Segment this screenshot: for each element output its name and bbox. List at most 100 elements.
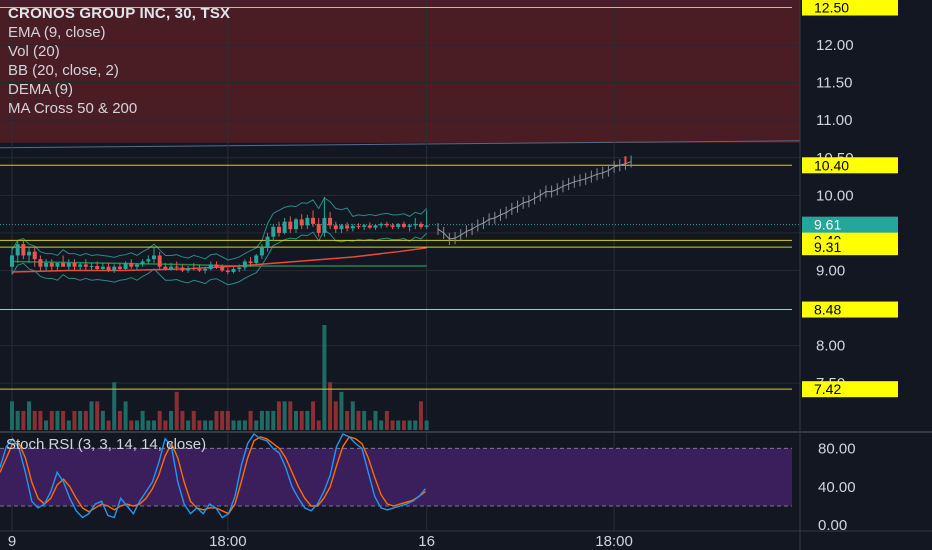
- candle: [186, 265, 191, 273]
- level-badge-label: 8.48: [814, 302, 841, 318]
- candle: [288, 216, 293, 233]
- candle: [379, 222, 384, 229]
- volume-bar: [379, 420, 384, 430]
- candle-body: [112, 266, 117, 271]
- candle: [78, 262, 83, 271]
- candle: [276, 221, 281, 237]
- candle-body: [10, 255, 14, 267]
- volume-bar: [294, 410, 298, 430]
- candle-body: [78, 264, 83, 267]
- candle: [157, 251, 162, 271]
- candle: [418, 221, 423, 230]
- candle: [362, 223, 367, 230]
- candle: [169, 262, 174, 271]
- candle: [197, 264, 202, 272]
- volume-bar: [32, 410, 37, 430]
- candle-body: [271, 226, 276, 237]
- volume-bar: [237, 420, 242, 430]
- last-price-badge: 9.61: [802, 216, 898, 233]
- candle: [350, 223, 355, 232]
- candle: [424, 210, 429, 230]
- candle-body: [384, 223, 389, 226]
- volume-bar: [350, 401, 355, 430]
- candle-body: [367, 225, 372, 228]
- candle: [66, 259, 71, 271]
- time-tick-label: 9: [8, 533, 16, 550]
- candle: [259, 244, 264, 260]
- candle-body: [396, 223, 401, 227]
- volume-bar: [78, 410, 83, 430]
- candle-body: [49, 262, 54, 267]
- candle: [180, 264, 185, 272]
- level-badge-bg: [802, 301, 898, 318]
- candle-body: [163, 266, 168, 269]
- volume-bar: [413, 420, 418, 430]
- stoch-rsi-label[interactable]: Stoch RSI (3, 3, 14, 14, close): [6, 436, 207, 453]
- candle-body: [316, 223, 321, 233]
- volume-bar: [248, 410, 253, 430]
- candle-body: [237, 267, 242, 269]
- candle: [49, 259, 54, 271]
- candle: [146, 255, 151, 265]
- volume-bar: [157, 410, 162, 430]
- level-badge: 12.50: [802, 0, 898, 16]
- stoch-zone: [0, 448, 792, 506]
- volume-bar: [10, 401, 14, 430]
- volume-bar: [328, 382, 333, 430]
- price-tick-label: 8.00: [816, 338, 845, 355]
- candle-body: [208, 264, 213, 269]
- candle: [254, 253, 259, 265]
- candle-body: [231, 268, 236, 272]
- candle-body: [322, 217, 327, 233]
- volume-bar: [55, 410, 60, 430]
- resistance-zone: [0, 0, 800, 143]
- legend-volume[interactable]: Vol (20): [8, 43, 60, 60]
- volume-bar: [95, 401, 100, 430]
- candle: [174, 261, 179, 271]
- time-tick-label: 18:00: [209, 533, 247, 550]
- volume-bar: [254, 420, 259, 430]
- volume-bar: [169, 410, 174, 430]
- candle-body: [169, 266, 174, 269]
- candle: [413, 217, 418, 230]
- legend-dema[interactable]: DEMA (9): [8, 81, 74, 98]
- candle: [152, 247, 156, 263]
- volume-bar: [186, 420, 191, 430]
- volume-bar: [311, 401, 316, 430]
- time-tick-label: 16: [418, 533, 435, 550]
- candle-body: [401, 223, 406, 227]
- candle: [220, 264, 225, 272]
- candle: [15, 240, 20, 263]
- volume-bar: [106, 420, 111, 430]
- candle-body: [214, 264, 219, 267]
- volume-bar: [72, 410, 77, 430]
- legend-bollinger[interactable]: BB (20, close, 2): [8, 62, 119, 79]
- price-tick-label: 11.00: [816, 112, 852, 129]
- candle-body: [152, 255, 156, 260]
- volume-bar: [242, 420, 247, 430]
- candle-body: [333, 225, 338, 230]
- candle-body: [345, 225, 350, 229]
- candle-body: [299, 219, 304, 226]
- candle: [163, 262, 168, 271]
- candle-body: [15, 244, 20, 256]
- candle: [214, 261, 219, 269]
- volume-bar: [276, 401, 281, 430]
- candle-body: [418, 223, 423, 227]
- volume-bar: [129, 420, 134, 430]
- candle-body: [413, 223, 418, 226]
- candle-body: [259, 247, 264, 256]
- level-badge-label: 10.40: [814, 157, 849, 173]
- volume-bar: [407, 420, 412, 430]
- candle-body: [95, 265, 100, 269]
- volume-bar: [333, 401, 338, 430]
- legend-ma-cross[interactable]: MA Cross 50 & 200: [8, 100, 138, 117]
- candle: [237, 264, 242, 272]
- volume-bar: [396, 420, 401, 430]
- volume-bar: [140, 410, 145, 430]
- stoch-tick-label: 40.00: [818, 479, 856, 496]
- legend-ema[interactable]: EMA (9, close): [8, 24, 106, 41]
- volume-bar: [100, 410, 105, 430]
- trend-line: [0, 140, 801, 149]
